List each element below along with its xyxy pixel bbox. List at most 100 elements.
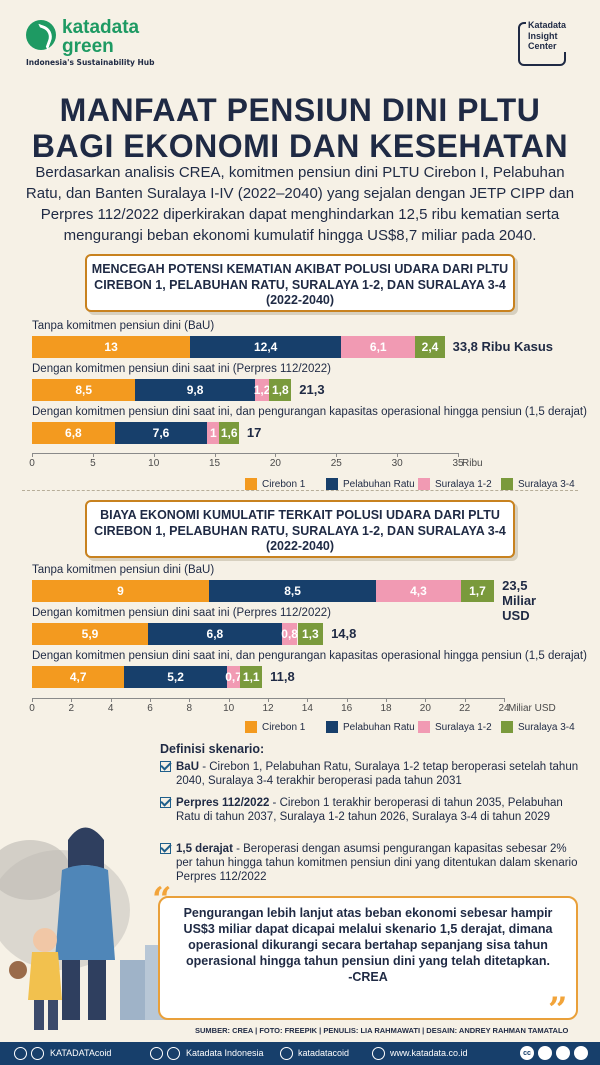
bar-value-label: 1,2 — [253, 383, 271, 397]
instagram-icon[interactable] — [280, 1047, 293, 1060]
footer-handle-facebook[interactable]: Katadata Indonesia — [186, 1048, 264, 1058]
bar-value-label: 4,7 — [69, 670, 87, 684]
cc-license-icon: cc — [520, 1046, 534, 1060]
x-twitter-icon[interactable] — [14, 1047, 27, 1060]
bar-suralaya-1-2: 0,8 — [281, 623, 298, 645]
footer-handle-instagram[interactable]: katadatacoid — [298, 1048, 350, 1058]
bar-total-label: 17 — [246, 425, 262, 440]
bar-value-label: 8,5 — [75, 383, 93, 397]
close-quote-icon: ” — [548, 990, 568, 1030]
x-axis — [32, 453, 458, 454]
x-tick-mark — [397, 453, 399, 457]
checkbox-icon — [160, 797, 171, 808]
child-leg — [48, 1000, 58, 1030]
katadata-green-logo: katadata green Indonesia's Sustainabilit… — [26, 18, 186, 70]
bar-suralaya-1-2: 1 — [207, 422, 220, 444]
legend-label: Cirebon 1 — [262, 721, 306, 733]
legend-swatch — [501, 478, 513, 490]
youtube-icon[interactable] — [167, 1047, 180, 1060]
definition-key: Perpres 112/2022 — [176, 797, 270, 809]
bar-total-label: 33,8 Ribu Kasus — [452, 339, 554, 354]
bar-cirebon-1: 4,7 — [32, 666, 125, 688]
bar-value-label: 9,8 — [186, 383, 204, 397]
bar-value-label: 12,4 — [254, 340, 278, 354]
x-axis-unit: Miliar USD — [508, 703, 556, 714]
definition-text: - Cirebon 1, Pelabuhan Ratu, Suralaya 1-… — [176, 761, 579, 787]
x-tick-label: 12 — [262, 703, 274, 714]
bar-suralaya-3-4: 1,3 — [297, 623, 324, 645]
bar-suralaya-3-4: 1,7 — [460, 580, 495, 602]
bar-value-label: 4,3 — [410, 584, 427, 598]
bar-value-label: 2,4 — [421, 340, 439, 354]
x-axis-unit: Ribu — [462, 458, 483, 469]
globe-icon[interactable] — [372, 1047, 385, 1060]
x-tick-label: 35 — [452, 458, 464, 469]
source-credits: SUMBER: CREA | FOTO: FREEPIK | PENULIS: … — [195, 1026, 569, 1035]
x-tick-mark — [92, 453, 94, 457]
bar-suralaya-3-4: 1,1 — [240, 666, 263, 688]
legend-item: Suralaya 3-4 — [501, 478, 575, 490]
sa-license-icon — [556, 1046, 570, 1060]
insight-center-logo: Katadata Insight Center — [512, 18, 582, 72]
bar-value-label: 1,1 — [242, 670, 260, 684]
definition-key: 1,5 derajat — [176, 843, 233, 855]
legend-swatch — [245, 721, 257, 733]
scenario-label: Dengan komitmen pensiun dini saat ini, d… — [32, 406, 587, 418]
x-tick-label: 24 — [498, 703, 510, 714]
legend-swatch — [418, 478, 430, 490]
legend-swatch — [501, 721, 513, 733]
definition-1-5-derajat: 1,5 derajat - Beroperasi dengan asumsi p… — [160, 842, 580, 884]
x-tick-label: 6 — [147, 703, 153, 714]
x-tick-mark — [214, 453, 216, 457]
legend-label: Pelabuhan Ratu — [343, 721, 415, 733]
x-tick-mark — [275, 453, 277, 457]
x-tick-label: 20 — [269, 458, 281, 469]
x-tick-mark — [386, 698, 387, 702]
definition-perpres: Perpres 112/2022 - Cirebon 1 terakhir be… — [160, 796, 580, 824]
leaf-icon — [26, 20, 56, 50]
x-tick-label: 0 — [29, 458, 35, 469]
open-quote-icon: “ — [152, 880, 172, 920]
x-tick-label: 10 — [148, 458, 160, 469]
legend-item: Pelabuhan Ratu — [326, 478, 415, 490]
footer-handle-twitter[interactable]: KATADATAcoid — [50, 1048, 112, 1058]
chart2-title: BIAYA EKONOMI KUMULATIF TERKAIT POLUSI U… — [85, 500, 515, 558]
smoke-cloud — [0, 840, 70, 900]
nc-license-icon — [574, 1046, 588, 1060]
x-tick-mark — [504, 698, 505, 702]
insight-center-label: Katadata Insight Center — [526, 20, 569, 52]
x-tick-mark — [32, 698, 33, 702]
definitions-title: Definisi skenario: — [160, 742, 265, 756]
mother-hair — [68, 827, 104, 870]
quote-author: -CREA — [348, 970, 388, 984]
bar-value-label: 5,9 — [81, 627, 99, 641]
footer-website[interactable]: www.katadata.co.id — [390, 1048, 468, 1058]
x-tick-label: 0 — [29, 703, 35, 714]
x-tick-mark — [458, 453, 459, 457]
bar-cirebon-1: 8,5 — [32, 379, 136, 401]
logo-tagline: Indonesia's Sustainability Hub — [26, 58, 155, 67]
scenario-label: Tanpa komitmen pensiun dini (BaU) — [32, 320, 215, 332]
bar-suralaya-1-2: 0,7 — [225, 666, 242, 688]
bar-value-label: 13 — [104, 340, 118, 354]
bar-value-label: 1,3 — [301, 627, 319, 641]
x-tick-mark — [268, 698, 269, 702]
legend-item: Cirebon 1 — [245, 721, 305, 733]
legend-swatch — [326, 721, 338, 733]
child-leg — [34, 1000, 44, 1030]
bar-pelabuhan-ratu: 5,2 — [124, 666, 227, 688]
quote: Pengurangan lebih lanjut atas beban ekon… — [168, 905, 568, 985]
x-tick-label: 18 — [380, 703, 392, 714]
scenario-label: Dengan komitmen pensiun dini saat ini, d… — [32, 650, 587, 662]
bar-cirebon-1: 9 — [32, 580, 209, 602]
mother-leg — [62, 960, 80, 1020]
linkedin-icon[interactable] — [31, 1047, 44, 1060]
logo-name: katadata green — [62, 17, 140, 57]
facebook-icon[interactable] — [150, 1047, 163, 1060]
bar-total-label: 23,5 Miliar USD — [502, 578, 537, 623]
bar-total-label: 21,3 — [299, 382, 325, 397]
legend-item: Suralaya 1-2 — [418, 721, 492, 733]
bar-value-label: 1,7 — [469, 584, 486, 598]
bar-value-label: 1,8 — [271, 383, 289, 397]
legend-label: Suralaya 3-4 — [518, 478, 575, 490]
